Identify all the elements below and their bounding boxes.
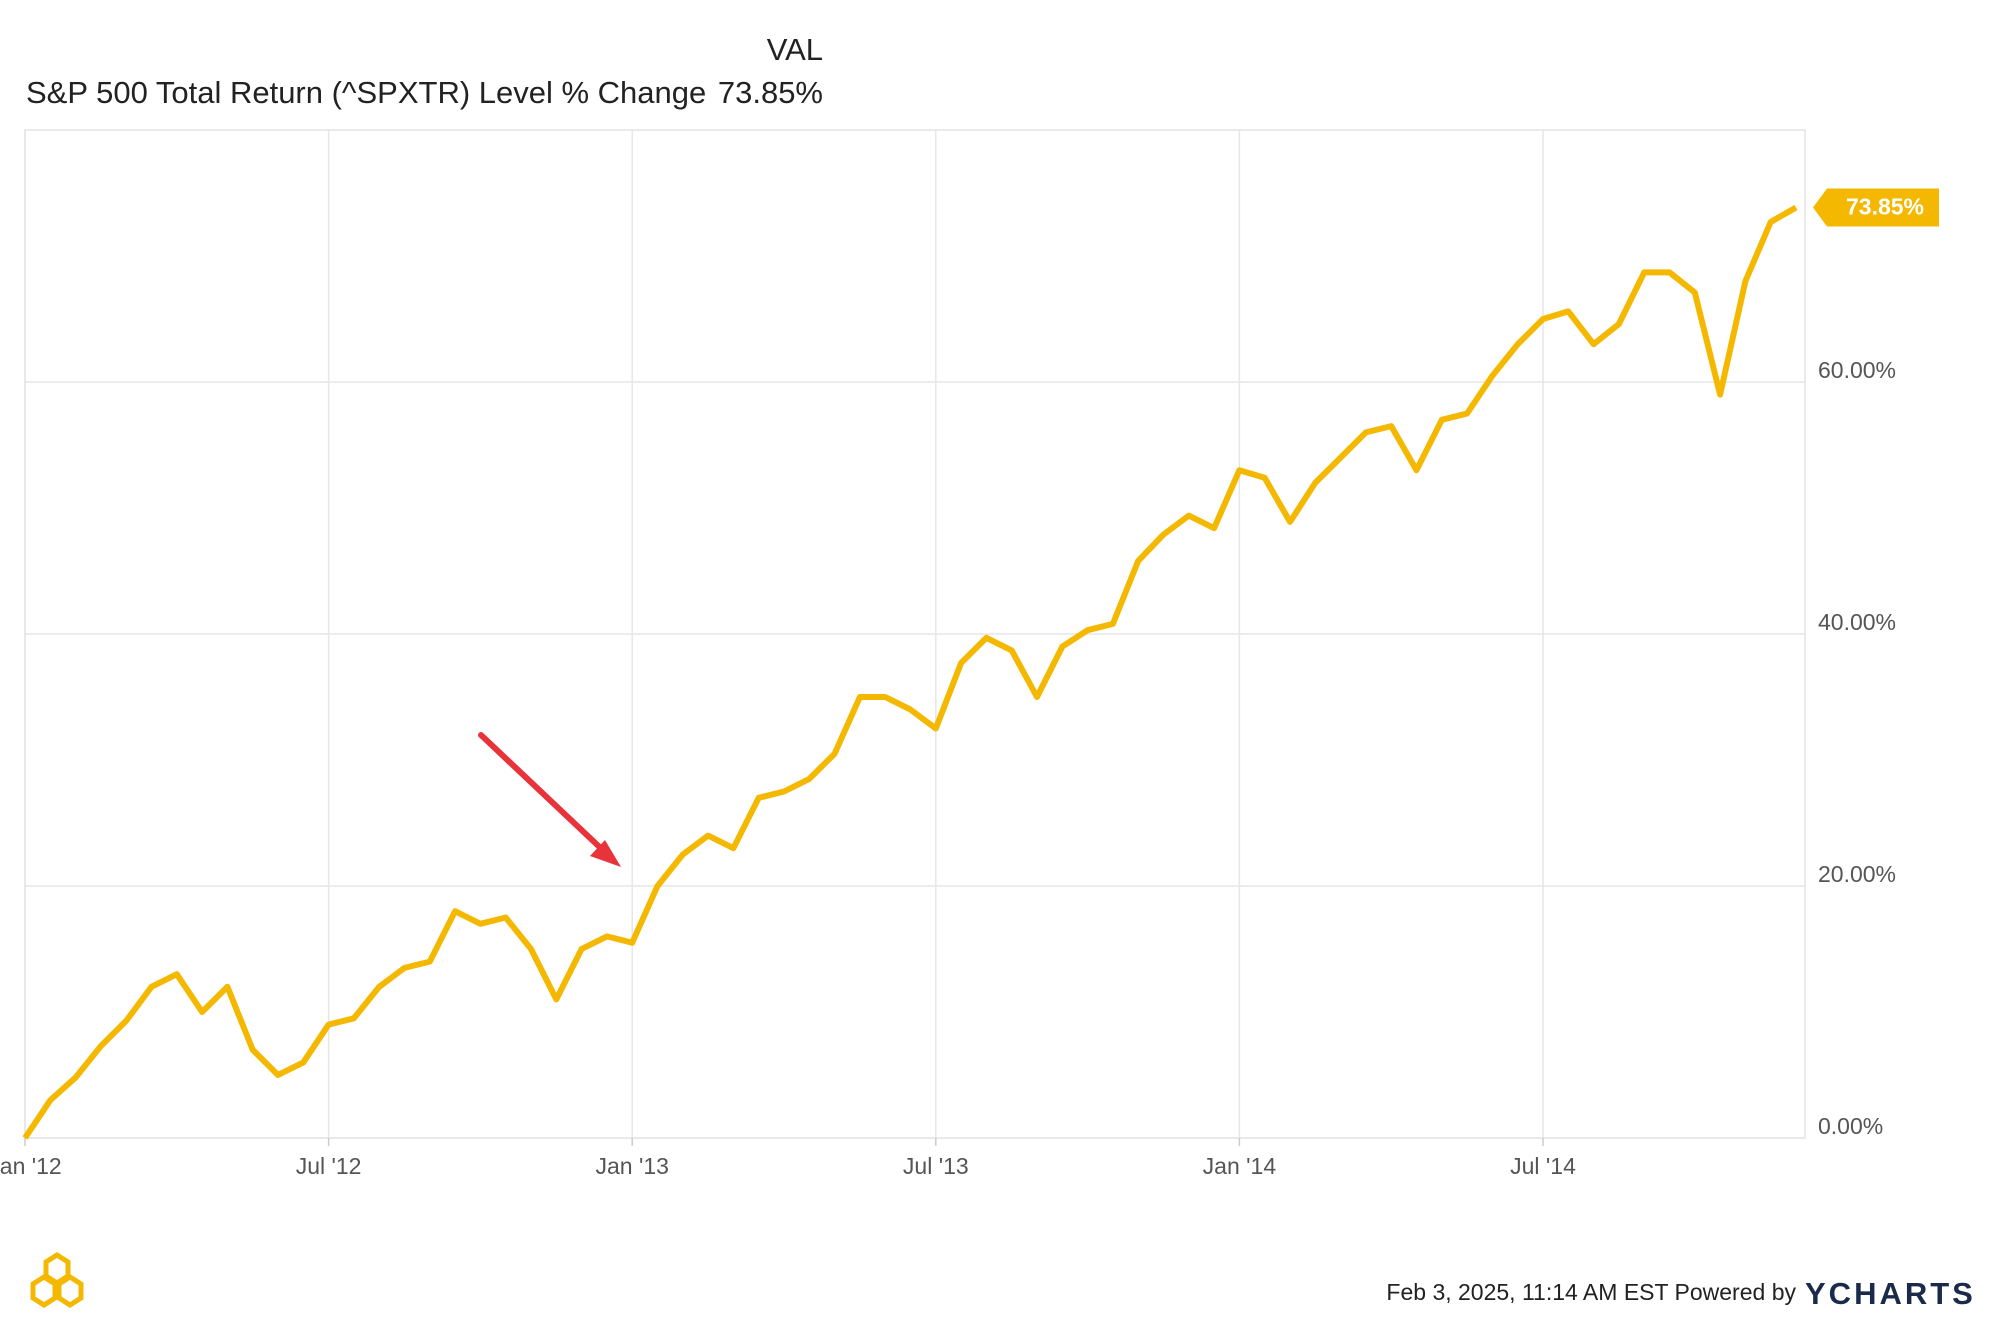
x-tick-label: Jul '13 — [903, 1153, 969, 1179]
end-label: 73.85% — [1846, 194, 1924, 220]
x-tick-label: Jul '14 — [1510, 1153, 1576, 1179]
legend-header: VAL — [767, 32, 823, 67]
y-tick-label: 60.00% — [1818, 357, 1896, 383]
x-tick-label: Jan '13 — [595, 1153, 668, 1179]
y-tick-label: 40.00% — [1818, 609, 1896, 635]
end-label-box — [1813, 188, 1939, 227]
logo — [30, 1252, 84, 1308]
x-tick-label: Jul '12 — [296, 1153, 362, 1179]
annotation-arrow — [478, 732, 621, 867]
x-tick-label: Jan '14 — [1203, 1153, 1277, 1179]
footer: Feb 3, 2025, 11:14 AM EST Powered by — [1386, 1279, 1796, 1305]
line — [22, 204, 1798, 1140]
y-tick-label: 0.00% — [1818, 1113, 1883, 1139]
brand: YCHARTS — [1805, 1276, 1976, 1311]
legend-value: 73.85% — [718, 75, 823, 110]
x-tick-label: Jan '12 — [0, 1153, 62, 1179]
y-tick-label: 20.00% — [1818, 861, 1896, 887]
legend-series-name: S&P 500 Total Return (^SPXTR) Level % Ch… — [26, 75, 706, 110]
